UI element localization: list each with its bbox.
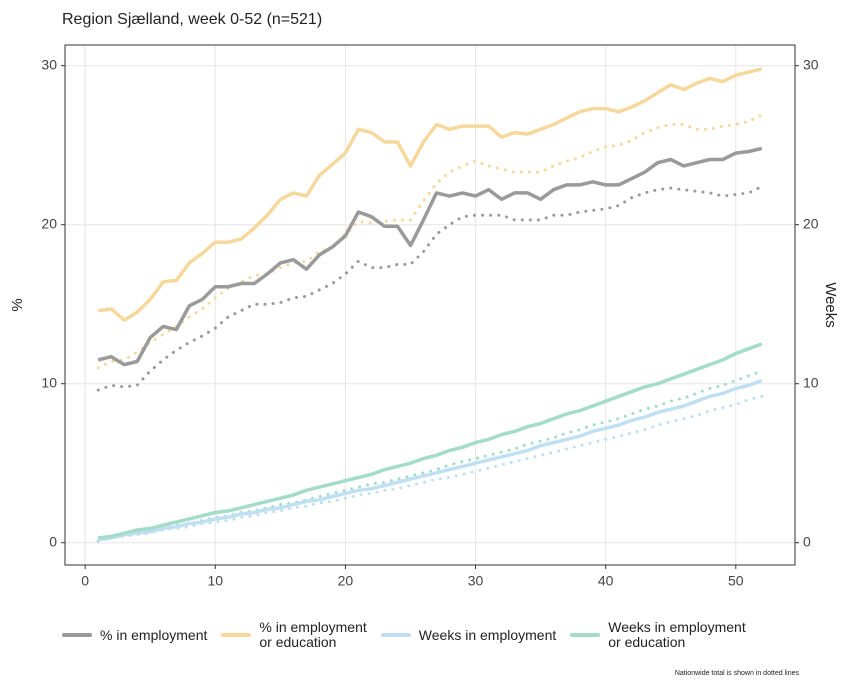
x-tick-label: 10 [208, 573, 224, 589]
legend-key [570, 633, 601, 637]
y-axis-label: % [9, 298, 26, 311]
series-line [97, 67, 763, 322]
legend-label: Weeks in employment or education [608, 619, 746, 650]
legend-key [221, 633, 252, 637]
nationwide-line [96, 113, 764, 370]
y-tick-label: 20 [41, 215, 57, 231]
legend-key [62, 633, 92, 637]
y2-axis-label: Weeks [822, 282, 839, 328]
legend-key [380, 633, 411, 637]
y2-tick-label: 30 [803, 56, 819, 72]
legend: % in employment % in employment or educat… [62, 620, 746, 650]
legend-item: Weeks in employment [380, 626, 557, 643]
series-line [97, 146, 763, 367]
y-tick-label: 10 [41, 374, 57, 390]
x-tick-label: 40 [598, 573, 614, 589]
series-line [97, 378, 763, 542]
plot-border [64, 44, 796, 566]
x-tick-label: 50 [728, 573, 744, 589]
legend-label: % in employment [100, 626, 208, 643]
y-tick-label: 30 [41, 56, 57, 72]
series-line [97, 342, 763, 540]
y-tick-label: 0 [49, 533, 57, 549]
y2-tick-label: 0 [803, 533, 811, 549]
nationwide-line [96, 394, 764, 543]
y2-tick-label: 20 [803, 215, 819, 231]
x-tick-label: 30 [468, 573, 484, 589]
nationwide-line [96, 185, 764, 392]
x-tick-label: 0 [81, 573, 89, 589]
x-tick-label: 20 [338, 573, 354, 589]
legend-label: % in employment or education [259, 619, 367, 650]
legend-item: Weeks in employment or education [570, 619, 746, 650]
legend-item: % in employment [62, 626, 208, 643]
note: Nationwide total is shown in dotted line… [674, 670, 799, 677]
chart-subtitle: Region Sjælland, week 0-52 (n=521) [62, 11, 322, 28]
plot-background [65, 45, 795, 565]
chart: Region Sjælland, week 0-52 (n=521) % Wee… [9, 11, 839, 589]
legend-label: Weeks in employment [418, 626, 557, 643]
legend-item: % in employment or education [221, 619, 367, 650]
y2-tick-label: 10 [803, 374, 819, 390]
